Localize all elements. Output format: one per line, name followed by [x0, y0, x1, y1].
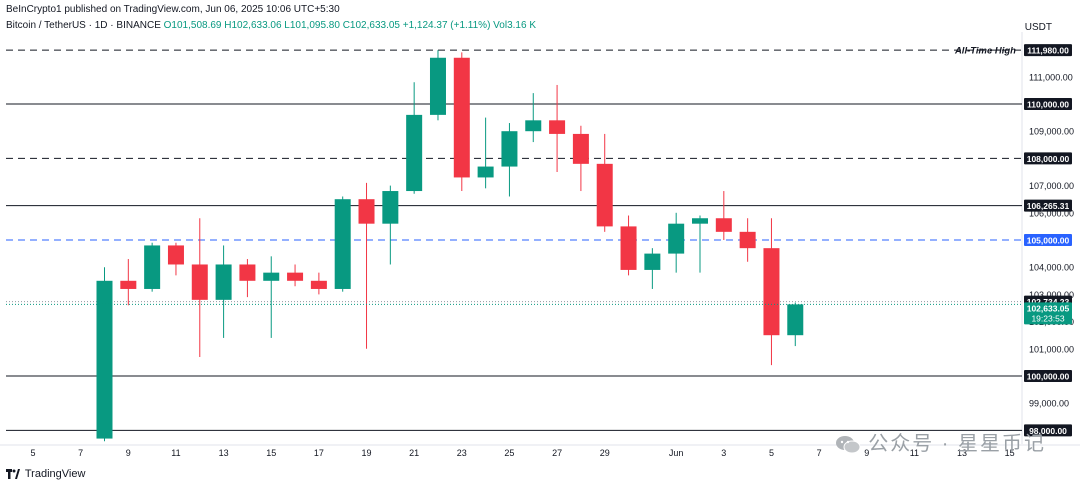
candle-up[interactable] — [668, 223, 685, 254]
candle-up[interactable] — [96, 280, 113, 439]
level-price-label: 110,000.00 — [1027, 100, 1069, 110]
candle-up[interactable] — [263, 272, 280, 281]
candle-up[interactable] — [787, 304, 804, 336]
level-price-box — [1024, 199, 1072, 212]
candle-up[interactable] — [644, 253, 661, 270]
candle-up[interactable] — [477, 166, 494, 178]
time-tick-label: 21 — [409, 448, 419, 458]
time-tick-label: 3 — [721, 448, 726, 458]
ohlc-values: O101,508.69 H102,633.06 L101,095.80 C102… — [163, 20, 536, 31]
time-tick-label: 15 — [266, 448, 276, 458]
price-tick-label: 111,000.00 — [1029, 72, 1073, 82]
level-price-label: 100,000.00 — [1027, 372, 1070, 382]
time-tick-label: 11 — [910, 448, 919, 458]
time-tick-label: 7 — [78, 448, 83, 458]
symbol-info: Bitcoin / TetherUS · 1D · BINANCE O101,5… — [6, 20, 536, 31]
watermark: 公众号 · 星星币记 — [835, 427, 1046, 456]
level-price-label: 98,000.00 — [1029, 426, 1067, 436]
candle-down[interactable] — [620, 226, 637, 270]
time-tick-label: 29 — [600, 448, 610, 458]
candle-up[interactable] — [692, 218, 708, 224]
publish-credit: BeInCrypto1 published on TradingView.com… — [6, 4, 340, 15]
wechat-icon — [835, 435, 861, 454]
all-time-high-annotation: All-Time High — [954, 46, 1016, 57]
level-price-label: 111,980.00 — [1027, 46, 1069, 56]
level-price-label: 106,265.31 — [1027, 201, 1070, 211]
price-tick-label: 101,000.00 — [1029, 344, 1074, 354]
candle-down[interactable] — [763, 248, 780, 336]
time-tick-label: 23 — [457, 448, 467, 458]
candle-down[interactable] — [739, 231, 756, 249]
currency-label: USDT — [1024, 22, 1052, 33]
time-tick-label: 5 — [31, 448, 36, 458]
level-price-box — [1024, 98, 1072, 110]
candle-down[interactable] — [358, 199, 375, 224]
time-tick-label: 9 — [126, 448, 131, 458]
time-tick-label: 5 — [769, 448, 774, 458]
candle-down[interactable] — [239, 264, 256, 281]
candle-up[interactable] — [144, 245, 161, 289]
level-price-box — [1024, 424, 1072, 437]
time-tick-label: 13 — [957, 448, 967, 458]
level-price-box — [1024, 44, 1072, 57]
time-tick-label: 25 — [504, 448, 514, 458]
current-price-box — [1024, 302, 1072, 325]
tradingview-logo[interactable]: TradingView — [6, 468, 85, 480]
level-price-box — [1024, 234, 1072, 246]
candle-up[interactable] — [501, 131, 518, 167]
time-tick-label: 9 — [864, 448, 869, 458]
level-price-label: 102,734.23 — [1027, 297, 1070, 307]
candle-up[interactable] — [215, 264, 232, 300]
symbol-name[interactable]: Bitcoin / TetherUS · 1D · BINANCE — [6, 20, 161, 31]
current-price-label: 102,633.05 — [1027, 303, 1070, 313]
time-tick-label: 11 — [171, 448, 180, 458]
price-tick-label: 104,000.00 — [1029, 263, 1074, 273]
candle-down[interactable] — [191, 264, 208, 300]
candle-up[interactable] — [334, 199, 351, 289]
tradingview-logo-text: TradingView — [24, 468, 86, 480]
candle-down[interactable] — [167, 245, 184, 265]
time-tick-label: 27 — [552, 448, 562, 458]
candle-down[interactable] — [453, 57, 470, 178]
candle-down[interactable] — [572, 133, 589, 164]
time-tick-label: 17 — [314, 448, 324, 458]
price-tick-label: 109,000.00 — [1029, 127, 1074, 137]
candle-down[interactable] — [310, 280, 327, 289]
time-tick-label: 15 — [1005, 448, 1015, 458]
candle-down[interactable] — [549, 120, 566, 134]
time-tick-label: 13 — [219, 448, 229, 458]
candle-up[interactable] — [525, 120, 542, 132]
level-price-label: 105,000.00 — [1027, 236, 1070, 246]
candle-down[interactable] — [287, 272, 304, 281]
countdown-label: 19:23:53 — [1031, 313, 1064, 323]
candles-group — [96, 50, 804, 442]
price-tick-label: 106,000.00 — [1029, 208, 1074, 218]
price-tick-label: 99,000.00 — [1029, 399, 1069, 409]
candle-down[interactable] — [715, 218, 732, 232]
time-tick-label: 7 — [817, 448, 822, 458]
price-tick-label: 103,000.00 — [1029, 290, 1074, 300]
time-tick-label: 19 — [362, 448, 372, 458]
time-tick-label: Jun — [669, 448, 684, 458]
level-price-box — [1024, 152, 1072, 165]
candle-up[interactable] — [382, 191, 399, 224]
level-price-label: 108,000.00 — [1027, 154, 1070, 164]
tradingview-logo-icon — [6, 469, 20, 480]
candle-up[interactable] — [406, 114, 423, 192]
watermark-text: 公众号 · 星星币记 — [868, 433, 1046, 455]
price-tick-label: 107,000.00 — [1029, 181, 1074, 191]
level-price-box — [1024, 370, 1072, 382]
candle-down[interactable] — [120, 280, 137, 289]
candle-up[interactable] — [429, 57, 446, 115]
candle-down[interactable] — [596, 163, 613, 227]
